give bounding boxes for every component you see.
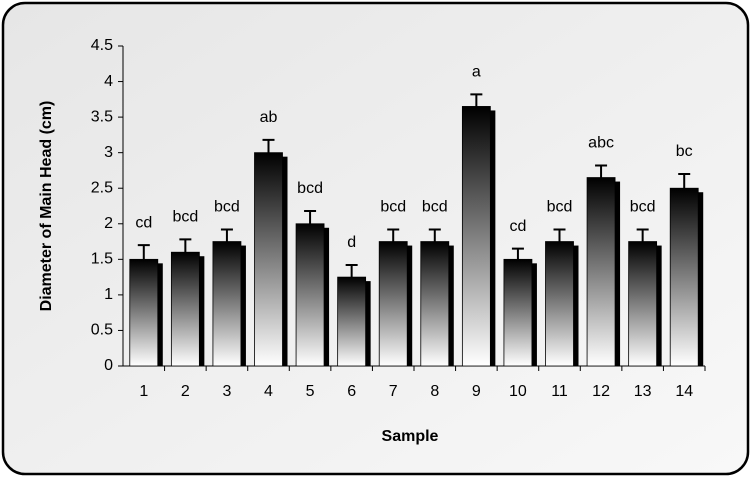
error-bar (304, 209, 317, 224)
bar (503, 258, 533, 367)
x-tick-label: 14 (675, 383, 693, 400)
group-label: cd (509, 218, 526, 235)
x-tick-label: 13 (634, 383, 652, 400)
error-bar (345, 264, 358, 278)
x-axis-title: Sample (382, 428, 439, 445)
group-label: abc (588, 135, 614, 152)
y-tick-label: 2.5 (91, 179, 113, 196)
bar (378, 241, 408, 367)
y-tick-label: 4 (104, 73, 113, 90)
x-tick-label: 7 (389, 383, 398, 400)
x-tick-label: 2 (181, 383, 190, 400)
group-label: bcd (422, 199, 448, 216)
y-tick-label: 4.5 (91, 37, 113, 54)
group-label: cd (135, 214, 152, 231)
error-bar (428, 228, 441, 242)
y-axis-title: Diameter of Main Head (cm) (38, 101, 55, 312)
error-bar (553, 228, 566, 242)
y-tick-label: 2 (104, 215, 113, 232)
x-tick-label: 10 (509, 383, 527, 400)
group-label: bcd (214, 199, 240, 216)
x-tick-label: 3 (222, 383, 231, 400)
y-tick-label: 3 (104, 144, 113, 161)
group-label: bcd (297, 180, 323, 197)
group-label: ab (260, 109, 278, 126)
y-tick-label: 0 (104, 357, 113, 374)
bar (545, 241, 574, 367)
bar (295, 223, 325, 367)
x-tick-label: 6 (347, 383, 356, 400)
x-tick-label: 9 (472, 383, 481, 400)
bar (628, 241, 658, 367)
x-tick-label: 11 (551, 383, 568, 400)
error-bar (387, 228, 400, 242)
x-tick-label: 4 (264, 383, 273, 400)
bar (170, 251, 200, 367)
bar (254, 152, 283, 367)
group-label: d (347, 234, 356, 251)
error-bar (595, 164, 608, 178)
bar (461, 106, 491, 367)
error-bar (678, 173, 691, 189)
bar (420, 241, 450, 367)
error-bar (262, 138, 275, 153)
y-tick-label: 3.5 (91, 108, 113, 125)
error-bar (179, 238, 192, 253)
error-bar (470, 93, 483, 107)
bar (129, 258, 159, 367)
y-tick-label: 0.5 (91, 322, 113, 339)
error-bar (220, 228, 233, 242)
bar (669, 187, 699, 367)
bar (337, 276, 367, 367)
error-bar (511, 247, 524, 260)
bar (586, 177, 616, 367)
group-label: a (472, 64, 481, 81)
group-label: bcd (547, 199, 573, 216)
group-label: bcd (380, 199, 406, 216)
x-tick-label: 1 (139, 383, 148, 400)
y-tick-label: 1.5 (91, 251, 113, 268)
x-tick-label: 8 (430, 383, 439, 400)
error-bar (636, 228, 649, 242)
group-label: bc (676, 143, 693, 160)
group-label: bcd (172, 209, 198, 226)
x-tick-label: 5 (306, 383, 315, 400)
bar (212, 241, 242, 367)
x-tick-label: 12 (592, 383, 610, 400)
error-bar (137, 244, 150, 260)
y-tick-label: 1 (104, 286, 113, 303)
frame (1, 1, 750, 476)
group-label: bcd (630, 199, 656, 216)
